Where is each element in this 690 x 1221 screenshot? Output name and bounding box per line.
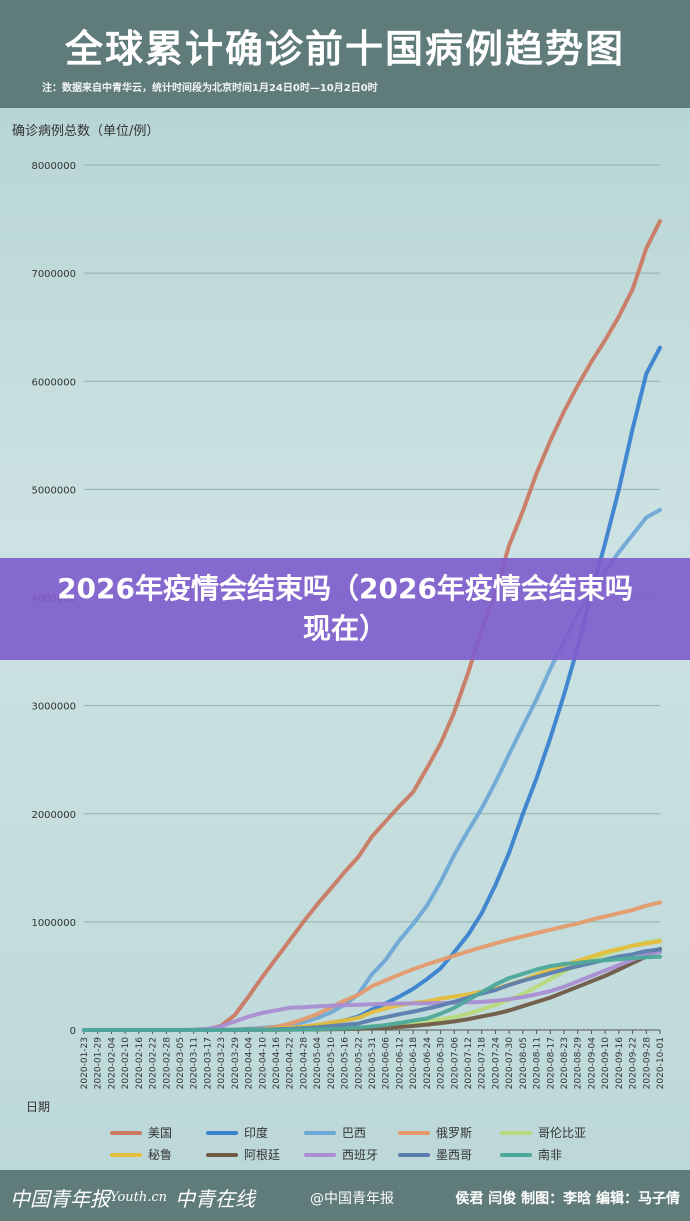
- legend-label: 秘鲁: [148, 1148, 172, 1162]
- x-tick-label: 2020-02-16: [135, 1037, 145, 1090]
- footer: 中国青年报 Youth.cn 中青在线 @中国青年报 侯君 闫俊 制图：李晗 编…: [0, 1170, 690, 1221]
- x-tick-label: 2020-05-10: [327, 1037, 337, 1090]
- x-tick-label: 2020-06-12: [395, 1037, 405, 1089]
- x-tick-label: 2020-09-16: [615, 1037, 625, 1090]
- x-tick-label: 2020-04-16: [272, 1037, 282, 1090]
- x-tick-label: 2020-03-23: [217, 1037, 227, 1089]
- x-tick-label: 2020-07-24: [491, 1037, 501, 1090]
- legend-label: 阿根廷: [244, 1148, 280, 1162]
- x-tick-label: 2020-04-22: [286, 1037, 296, 1089]
- x-tick-label: 2020-04-04: [245, 1037, 255, 1090]
- x-tick-label: 2020-02-10: [121, 1037, 131, 1090]
- chart-header: 全球累计确诊前十国病例趋势图 注：数据来自中青华云，统计时间段为北京时间1月24…: [0, 0, 690, 108]
- legend-label: 美国: [148, 1126, 172, 1140]
- x-tick-label: 2020-06-18: [409, 1037, 419, 1090]
- x-tick-label: 2020-09-10: [601, 1037, 611, 1090]
- legend-label: 墨西哥: [436, 1148, 472, 1162]
- logo-china-youth-daily: 中国青年报: [10, 1187, 110, 1211]
- x-tick-label: 2020-06-06: [382, 1037, 392, 1090]
- x-tick-label: 2020-03-11: [190, 1037, 200, 1089]
- y-tick-label: 5000000: [31, 485, 76, 496]
- legend-label: 哥伦比亚: [538, 1125, 586, 1140]
- x-tick-label: 2020-06-30: [437, 1037, 447, 1090]
- chart-title: 全球累计确诊前十国病例趋势图: [64, 27, 625, 71]
- x-tick-label: 2020-05-04: [313, 1037, 323, 1090]
- logo-youth-online: 中青在线: [175, 1187, 255, 1211]
- y-tick-label: 0: [70, 1026, 76, 1037]
- x-tick-label: 2020-05-22: [354, 1037, 364, 1089]
- article-title-banner[interactable]: 2026年疫情会结束吗（2026年疫情会结束吗现在）: [0, 558, 690, 660]
- x-tick-label: 2020-07-12: [464, 1037, 474, 1089]
- x-tick-label: 2020-07-06: [450, 1037, 460, 1090]
- logo-youth-cn: Youth.cn: [110, 1190, 168, 1205]
- y-tick-label: 6000000: [31, 377, 76, 388]
- x-tick-label: 2020-03-17: [203, 1037, 213, 1089]
- x-tick-label: 2020-08-29: [574, 1037, 584, 1090]
- x-tick-label: 2020-08-11: [533, 1037, 543, 1089]
- x-tick-label: 2020-04-10: [258, 1037, 268, 1090]
- x-tick-label: 2020-06-24: [423, 1037, 433, 1090]
- legend-label: 巴西: [342, 1126, 366, 1140]
- x-tick-label: 2020-08-05: [519, 1037, 529, 1089]
- x-tick-label: 2020-02-22: [149, 1037, 159, 1089]
- y-tick-label: 3000000: [31, 702, 76, 713]
- series-line-2: [82, 345, 662, 1032]
- x-tick-label: 2020-08-23: [560, 1037, 570, 1089]
- x-tick-label: 2020-01-29: [94, 1037, 104, 1090]
- legend-label: 南非: [538, 1147, 562, 1162]
- legend-label: 西班牙: [342, 1148, 378, 1162]
- y-tick-label: 8000000: [31, 161, 76, 172]
- x-tick-label: 2020-07-30: [505, 1037, 515, 1090]
- y-tick-label: 7000000: [31, 269, 76, 280]
- y-tick-label: 1000000: [31, 918, 76, 929]
- series-line-10: [82, 954, 662, 1032]
- legend-label: 印度: [244, 1125, 268, 1140]
- x-axis-label: 日期: [26, 1100, 50, 1114]
- x-tick-label: 2020-04-28: [299, 1037, 309, 1090]
- credits: 侯君 闫俊 制图：李晗 编辑：马子倩: [455, 1191, 680, 1207]
- x-tick-label: 2020-02-04: [107, 1037, 117, 1090]
- article-title: 2026年疫情会结束吗（2026年疫情会结束吗现在）: [57, 572, 633, 645]
- x-tick-label: 2020-05-16: [341, 1037, 351, 1090]
- x-tick-label: 2020-10-01: [656, 1037, 666, 1089]
- x-tick-label: 2020-03-05: [176, 1037, 186, 1089]
- x-tick-label: 2020-07-18: [478, 1037, 488, 1090]
- x-tick-label: 2020-05-31: [368, 1037, 378, 1089]
- y-tick-label: 2000000: [31, 810, 76, 821]
- x-tick-label: 2020-08-17: [546, 1037, 556, 1089]
- x-tick-label: 2020-01-23: [80, 1037, 90, 1089]
- legend-label: 俄罗斯: [436, 1126, 472, 1140]
- y-axis-label: 确诊病例总数（单位/例）: [12, 124, 159, 139]
- x-tick-label: 2020-02-28: [162, 1037, 172, 1090]
- x-tick-label: 2020-09-04: [587, 1037, 597, 1090]
- x-tick-label: 2020-09-28: [642, 1037, 652, 1090]
- chart-subtitle: 注：数据来自中青华云，统计时间段为北京时间1月24日0时—10月2日0时: [42, 83, 378, 94]
- x-tick-label: 2020-03-29: [231, 1037, 241, 1090]
- x-tick-label: 2020-09-22: [629, 1037, 639, 1089]
- weibo-handle: @中国青年报: [310, 1191, 394, 1207]
